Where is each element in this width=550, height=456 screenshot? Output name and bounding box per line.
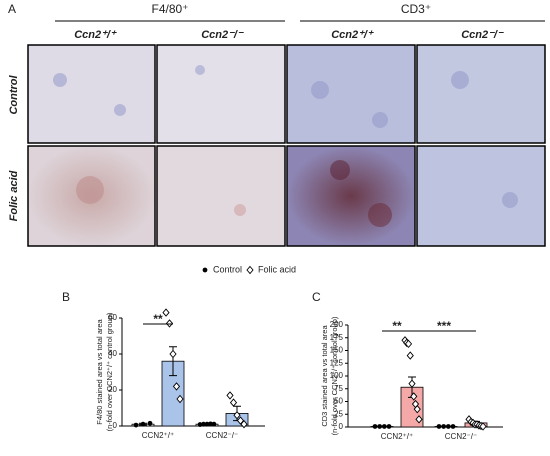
data-point <box>441 424 447 429</box>
y-axis-label: F4/80 stained area vs total area <box>95 318 104 424</box>
y-tick-label: 0 <box>113 421 118 430</box>
data-point <box>229 398 238 407</box>
data-point <box>415 415 423 424</box>
x-tick-label: CCN2⁻/⁻ <box>206 431 238 440</box>
legend-marker <box>246 265 254 275</box>
data-point <box>226 391 234 400</box>
y-tick-label: 60 <box>108 313 117 322</box>
data-point <box>372 424 378 429</box>
data-point <box>165 319 174 328</box>
row-header: Folic acid <box>8 170 20 221</box>
y-tick-label: 40 <box>108 349 117 358</box>
data-point <box>240 420 248 429</box>
y-tick-label: 150 <box>330 346 344 355</box>
panel-label: B <box>62 290 70 304</box>
data-point <box>233 411 241 420</box>
group-header: F4/80⁺ <box>151 2 188 16</box>
y-tick-label: 50 <box>334 397 343 406</box>
data-point <box>450 424 456 429</box>
x-tick-label: CCN2⁺/⁺ <box>142 431 174 440</box>
data-point <box>479 422 487 431</box>
data-point <box>201 421 206 427</box>
y-axis-label: CD3 stained area vs total area <box>320 325 329 427</box>
data-point <box>140 421 146 427</box>
data-point <box>169 349 177 359</box>
data-point <box>377 424 383 429</box>
legend-marker <box>202 267 208 273</box>
legend-label: Folic acid <box>258 264 296 274</box>
data-point <box>197 422 203 427</box>
data-point <box>445 424 451 429</box>
data-point <box>381 424 387 429</box>
data-point <box>406 351 414 360</box>
data-point <box>408 379 416 388</box>
data-point <box>162 308 170 317</box>
y-axis-label: (n-fold over CCN2⁺/⁺ control group) <box>330 316 339 435</box>
micrographs <box>27 44 546 247</box>
y-tick-label: 175 <box>330 333 344 342</box>
y-tick-label: 25 <box>334 409 343 418</box>
legend-label: Control <box>213 264 242 274</box>
tissue-texture <box>53 65 518 227</box>
y-tick-label: 200 <box>330 320 344 329</box>
significance-label: ** <box>153 312 163 326</box>
y-tick-label: 100 <box>330 371 344 380</box>
data-point <box>204 421 210 427</box>
y-tick-label: 20 <box>108 385 117 394</box>
data-point <box>147 420 153 426</box>
significance-label: *** <box>437 319 451 333</box>
x-tick-label: CCN2⁺/⁺ <box>381 432 413 441</box>
data-point <box>133 422 139 428</box>
data-point <box>404 339 413 349</box>
column-header: Ccn2⁻/⁻ <box>201 29 244 41</box>
y-tick-label: 125 <box>330 358 344 367</box>
panel-label: C <box>312 290 321 304</box>
y-tick-label: 0 <box>339 422 344 431</box>
x-tick-label: CCN2⁻/⁻ <box>445 432 477 441</box>
data-point <box>172 382 181 391</box>
group-header: CD3⁺ <box>401 2 431 16</box>
data-point <box>410 392 418 401</box>
significance-label: ** <box>392 319 402 333</box>
data-point <box>211 421 217 427</box>
data-point <box>436 424 442 429</box>
column-header: Ccn2⁺/⁺ <box>74 29 117 41</box>
panel-label: A <box>8 2 16 16</box>
data-point <box>176 394 184 404</box>
column-header: Ccn2⁻/⁻ <box>461 29 504 41</box>
column-header: Ccn2⁺/⁺ <box>331 29 374 41</box>
y-tick-label: 75 <box>334 384 343 393</box>
row-header: Control <box>8 75 20 115</box>
data-point <box>386 424 392 429</box>
data-point <box>208 421 213 427</box>
y-axis-label: (n-fold over CCN2⁺/⁺ control group) <box>105 312 114 431</box>
data-point <box>413 404 421 414</box>
